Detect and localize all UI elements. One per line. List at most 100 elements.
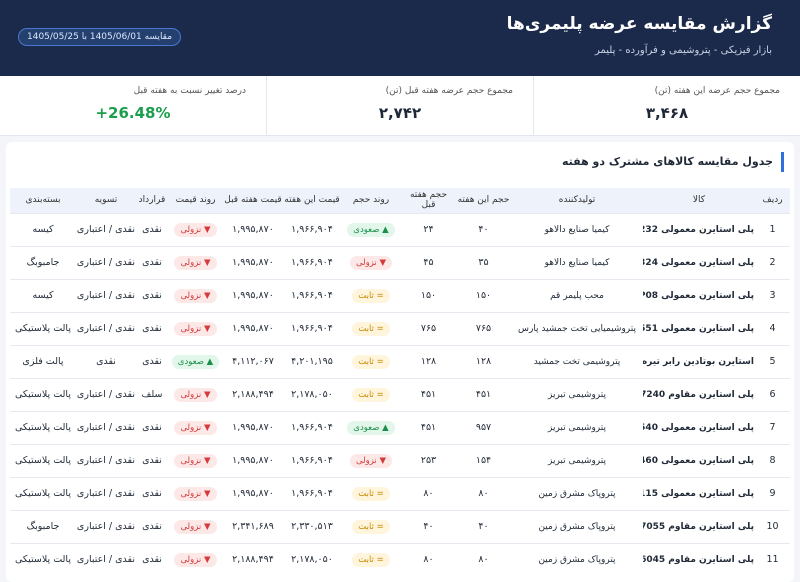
- cell: نقدی / اعتباری: [76, 212, 136, 246]
- section-title: جدول مقایسه کالاهای مشترک دو هفته: [562, 152, 784, 172]
- subtitle: بازار فیزیکی - پتروشیمی و فرآورده - پلیم…: [594, 45, 772, 56]
- cell: ۴۵۱: [401, 377, 456, 411]
- date-badge: مقایسه 1405/06/01 با 1405/05/25: [18, 28, 182, 46]
- cell: ۱۵۰: [401, 278, 456, 312]
- cell: ۹۵۷: [456, 410, 511, 444]
- trend-badge: ▼ نزولی: [174, 255, 217, 270]
- cell: = ثابت: [341, 476, 401, 510]
- header-row: ردیف کالا تولیدکننده حجم این هفته حجم هفته ق…: [10, 188, 790, 213]
- cell: ▲ صعودی: [341, 410, 401, 444]
- cell: نقدی: [136, 311, 168, 345]
- trend-badge: ▼ نزولی: [174, 519, 217, 534]
- cell: ۴۵۱: [401, 410, 456, 444]
- stat-value: +26.48%: [95, 104, 171, 122]
- cell: ۲,۳۳۰,۵۱۳: [283, 509, 341, 543]
- cell: ۴,۱۱۲,۰۶۷: [223, 344, 283, 378]
- cell: ۱,۹۶۶,۹۰۴: [283, 245, 341, 279]
- cell: نقدی: [136, 542, 168, 576]
- cell: ▼ نزولی: [168, 212, 223, 246]
- cell: ۸۰: [456, 542, 511, 576]
- column-header: کالا: [643, 188, 755, 213]
- column-header: قرارداد: [136, 188, 168, 213]
- cell: 9: [755, 476, 790, 510]
- cell: نقدی / اعتباری: [76, 476, 136, 510]
- header: گزارش مقایسه عرضه پلیمری‌ها بازار فیزیکی…: [0, 0, 800, 76]
- cell: پالت پلاستیکی: [10, 476, 76, 510]
- stat-label: مجموع حجم عرضه این هفته (تن): [654, 86, 780, 96]
- trend-badge: ▼ نزولی: [174, 288, 217, 303]
- cell: 2: [755, 245, 790, 279]
- cell: نقدی / اعتباری: [76, 443, 136, 477]
- cell: ▼ نزولی: [168, 476, 223, 510]
- cell: ۱,۹۹۵,۸۷۰: [223, 410, 283, 444]
- cell: نقدی / اعتباری: [76, 311, 136, 345]
- stat-label: مجموع حجم عرضه هفته قبل (تن): [385, 86, 513, 96]
- cell: پلی استایرن مقاوم 6045: [643, 542, 755, 576]
- cell: ۱۵۴: [456, 443, 511, 477]
- cell: پتروپاک مشرق زمین: [511, 476, 643, 510]
- cell: پلی استایرن معمولی 1540: [643, 410, 755, 444]
- trend-badge: ▲ صعودی: [347, 420, 395, 435]
- cell: نقدی: [136, 278, 168, 312]
- cell: 8: [755, 443, 790, 477]
- cell: ۱,۹۶۶,۹۰۴: [283, 410, 341, 444]
- cell: سلف: [136, 377, 168, 411]
- cell: ▼ نزولی: [168, 311, 223, 345]
- cell: ۱۲۸: [456, 344, 511, 378]
- cell: جامبوبگ: [10, 245, 76, 279]
- cell: ۱,۹۹۵,۸۷۰: [223, 443, 283, 477]
- cell: پتروپاک مشرق زمین: [511, 542, 643, 576]
- cell: پلی استایرن معمولی G232: [643, 212, 755, 246]
- trend-badge: = ثابت: [352, 486, 390, 501]
- table-section: جدول مقایسه کالاهای مشترک دو هفته ردیف کا…: [6, 142, 794, 582]
- stat-card: مجموع حجم عرضه این هفته (تن) ۳,۴۶۸: [533, 76, 800, 135]
- cell: پتروپاک مشرق زمین: [511, 509, 643, 543]
- cell: ۲۴: [401, 212, 456, 246]
- cell: نقدی: [76, 344, 136, 378]
- cell: ۸۰: [456, 476, 511, 510]
- cell: پلی استایرن مقاوم 7240: [643, 377, 755, 411]
- cell: ۱,۹۹۵,۸۷۰: [223, 311, 283, 345]
- trend-badge: ▼ نزولی: [349, 453, 393, 468]
- cell: ۱,۹۶۶,۹۰۴: [283, 311, 341, 345]
- cell: پتروشیمی تخت جمشید: [511, 344, 643, 378]
- cell: ▲ صعودی: [168, 344, 223, 378]
- cell: نقدی / اعتباری: [76, 542, 136, 576]
- cell: پالت پلاستیکی: [10, 542, 76, 576]
- trend-badge: ▼ نزولی: [174, 387, 217, 402]
- cell: پلی استایرن معمولی 1115: [643, 476, 755, 510]
- column-header: ردیف: [755, 188, 790, 213]
- cell: محب پلیمر قم: [511, 278, 643, 312]
- cell: پتروشیمیایی تخت جمشید پارس: [511, 311, 643, 345]
- column-header: تسویه: [76, 188, 136, 213]
- trend-badge: = ثابت: [352, 387, 390, 402]
- cell: ۲,۱۸۸,۴۹۴: [223, 377, 283, 411]
- trend-badge: ▼ نزولی: [174, 420, 217, 435]
- cell: 1: [755, 212, 790, 246]
- trend-badge: ▼ نزولی: [174, 453, 217, 468]
- cell: ۲۵۳: [401, 443, 456, 477]
- cell: = ثابت: [341, 377, 401, 411]
- cell: = ثابت: [341, 542, 401, 576]
- cell: پالت پلاستیکی: [10, 410, 76, 444]
- stat-card: مجموع حجم عرضه هفته قبل (تن) ۲,۷۴۲: [266, 76, 533, 135]
- cell: نقدی / اعتباری: [76, 278, 136, 312]
- cell: ۱,۹۶۶,۹۰۴: [283, 212, 341, 246]
- trend-badge: ▼ نزولی: [349, 255, 393, 270]
- trend-badge: = ثابت: [352, 552, 390, 567]
- cell: = ثابت: [341, 344, 401, 378]
- cell: 7: [755, 410, 790, 444]
- cell: پتروشیمی تبریز: [511, 377, 643, 411]
- trend-badge: = ثابت: [352, 519, 390, 534]
- title: گزارش مقایسه عرضه پلیمری‌ها: [506, 14, 772, 34]
- trend-badge: ▼ نزولی: [174, 486, 217, 501]
- cell: ۴۰: [401, 509, 456, 543]
- stat-value: ۲,۷۴۲: [378, 104, 422, 122]
- trend-badge: ▲ صعودی: [347, 222, 395, 237]
- stat-label: درصد تغییر نسبت به هفته قبل: [133, 86, 246, 96]
- cell: نقدی: [136, 476, 168, 510]
